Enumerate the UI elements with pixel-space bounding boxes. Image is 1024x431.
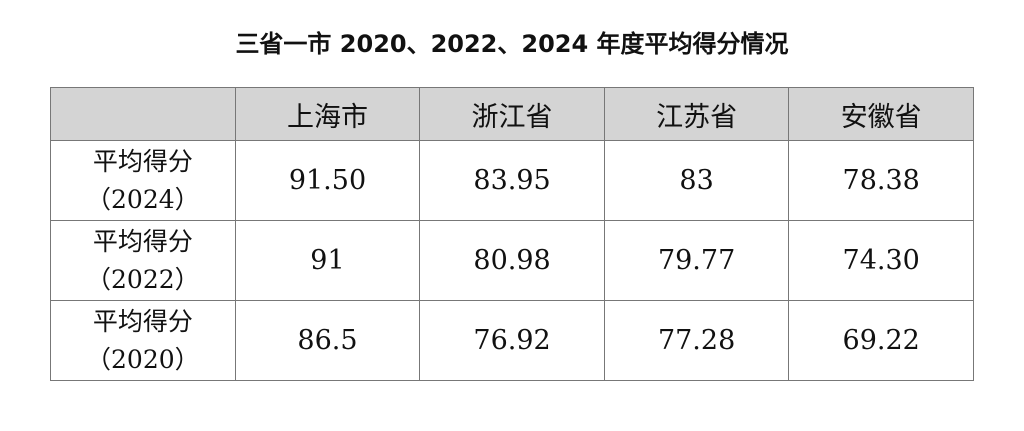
row-header: 平均得分 （2022） <box>50 220 236 301</box>
table-row: 平均得分 （2024） 91.50 83.95 83 78.38 <box>50 140 974 221</box>
table-cell: 80.98 <box>419 220 605 301</box>
table-row: 平均得分 （2022） 91 80.98 79.77 74.30 <box>50 220 974 301</box>
header-cell-empty <box>50 87 236 141</box>
row-year: （2020） <box>86 344 200 374</box>
row-year: （2024） <box>86 184 200 214</box>
row-header: 平均得分 （2024） <box>50 140 236 221</box>
table-cell: 79.77 <box>603 220 790 301</box>
header-cell-shanghai: 上海市 <box>234 87 421 141</box>
score-table: 上海市 浙江省 江苏省 安徽省 平均得分 （2024） 91.50 83.95 8… <box>50 87 974 381</box>
header-cell-jiangsu: 江苏省 <box>603 87 790 141</box>
row-label: 平均得分 <box>92 226 193 256</box>
table-cell: 86.5 <box>234 300 421 381</box>
table-cell: 91.50 <box>234 140 421 221</box>
row-label: 平均得分 <box>92 306 193 336</box>
table-cell: 69.22 <box>788 300 974 381</box>
table-cell: 83 <box>603 140 790 221</box>
table-cell: 77.28 <box>603 300 790 381</box>
table-cell: 74.30 <box>788 220 974 301</box>
table-cell: 78.38 <box>788 140 974 221</box>
row-header: 平均得分 （2020） <box>50 300 236 381</box>
header-row: 上海市 浙江省 江苏省 安徽省 <box>50 87 974 141</box>
row-label: 平均得分 <box>92 146 193 176</box>
page-title: 三省一市 2020、2022、2024 年度平均得分情况 <box>235 30 789 58</box>
table-cell: 91 <box>234 220 421 301</box>
row-year: （2022） <box>86 264 200 294</box>
table-row: 平均得分 （2020） 86.5 76.92 77.28 69.22 <box>50 300 974 381</box>
table-cell: 83.95 <box>419 140 605 221</box>
header-cell-anhui: 安徽省 <box>788 87 974 141</box>
table-cell: 76.92 <box>419 300 605 381</box>
header-cell-zhejiang: 浙江省 <box>419 87 605 141</box>
